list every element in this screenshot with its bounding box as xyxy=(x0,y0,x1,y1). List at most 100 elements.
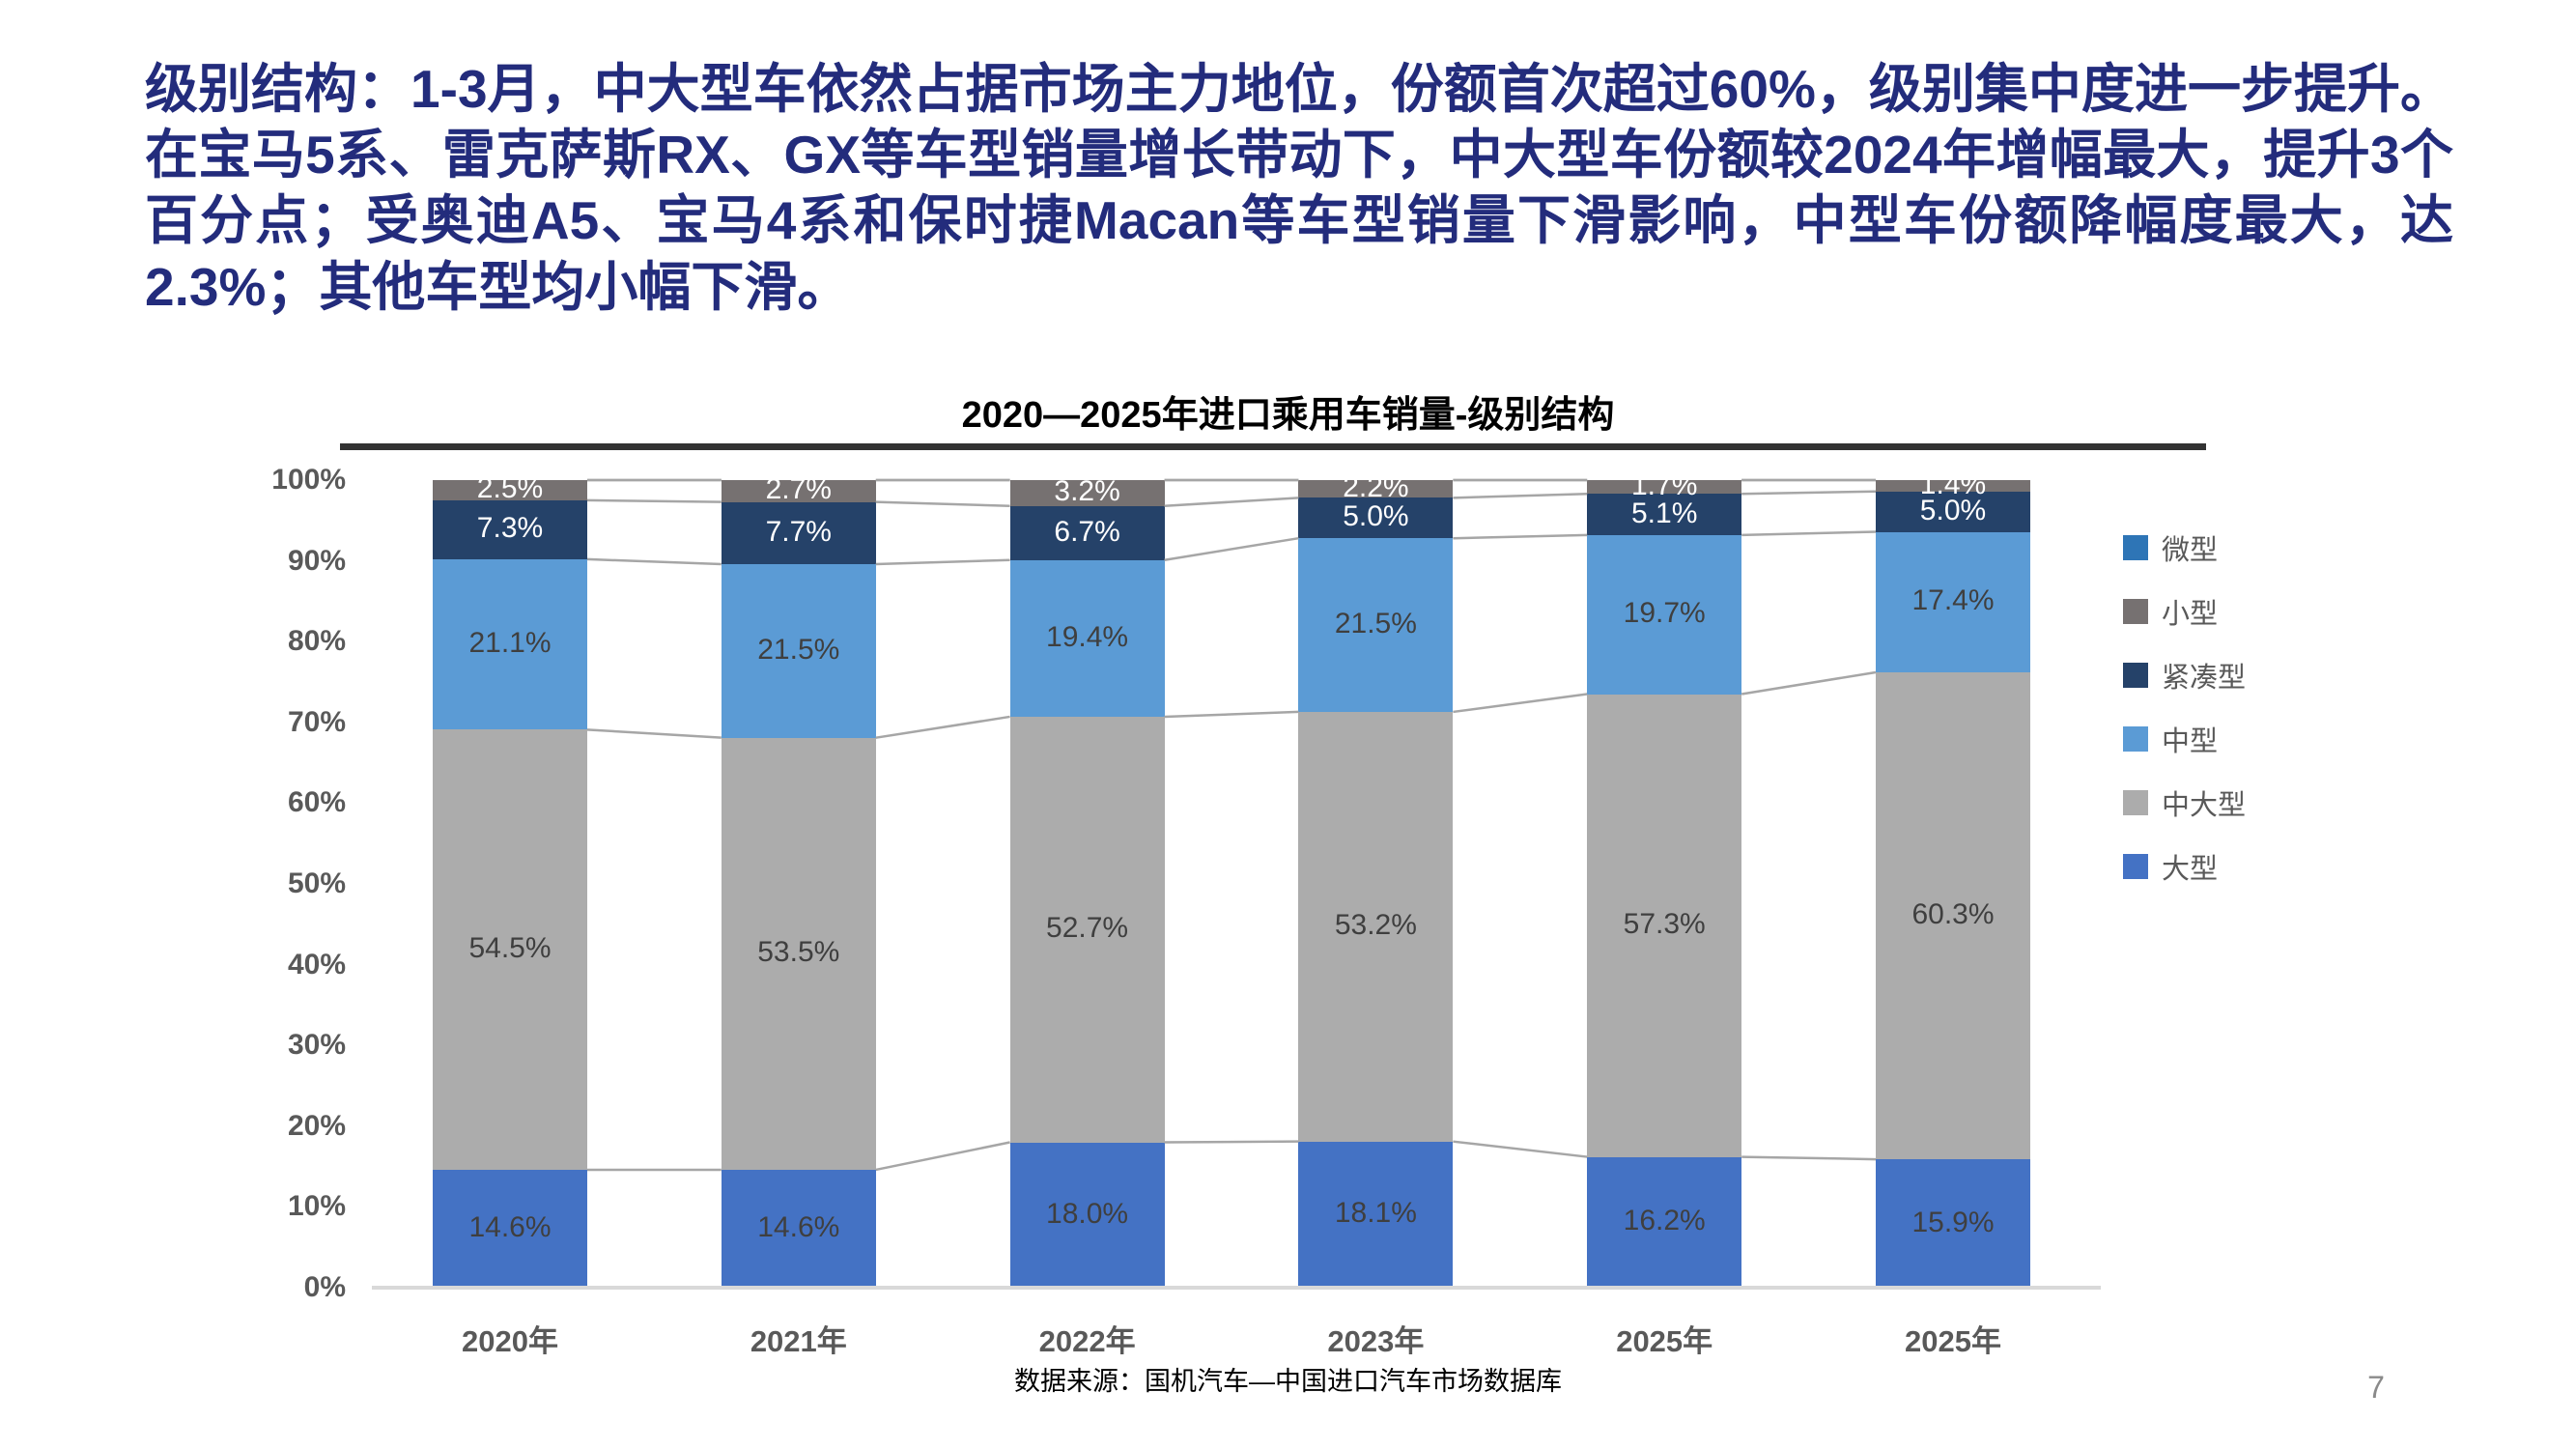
series-connector-line xyxy=(1164,710,1299,719)
segment-label: 21.5% xyxy=(757,633,840,666)
segment-label: 52.7% xyxy=(1046,912,1129,945)
bar-segment xyxy=(433,558,587,730)
segment-label: 5.0% xyxy=(1919,494,1987,526)
bar-segment xyxy=(433,499,587,559)
bar-segment xyxy=(1298,497,1454,539)
segment-label: 53.2% xyxy=(1334,909,1417,942)
bar-segment xyxy=(1876,480,2030,492)
chart-title-divider xyxy=(340,443,2206,450)
segment-label: 57.3% xyxy=(1623,908,1706,941)
segment-label: 1.7% xyxy=(1630,469,1698,502)
page-number: 7 xyxy=(2367,1370,2385,1405)
bar-segment xyxy=(433,480,587,500)
bar-segment xyxy=(1876,671,2030,1160)
series-connector-line xyxy=(1453,1140,1588,1158)
x-axis-tick: 2021年 xyxy=(750,1324,847,1358)
segment-label: 17.4% xyxy=(1911,584,1995,617)
segment-label: 21.5% xyxy=(1334,608,1417,640)
segment-label: 54.5% xyxy=(468,932,552,965)
segment-label: 2.2% xyxy=(1343,471,1409,504)
segment-label: 7.3% xyxy=(476,512,544,545)
series-connector-line xyxy=(586,728,722,739)
segment-label: 14.6% xyxy=(468,1210,552,1243)
bar-segment xyxy=(1298,538,1454,712)
series-connector-line xyxy=(586,498,722,503)
legend-label: 大型 xyxy=(2162,854,2219,885)
segment-label: 21.1% xyxy=(468,627,552,660)
legend-item: 微型 xyxy=(2123,527,2218,568)
bar-segment xyxy=(1298,711,1454,1142)
bar-segment xyxy=(721,563,876,738)
segment-label: 16.2% xyxy=(1623,1205,1706,1237)
x-axis-tick: 2020年 xyxy=(462,1324,558,1358)
y-axis-tick: 20% xyxy=(287,1109,346,1142)
legend-label: 微型 xyxy=(2162,535,2219,566)
segment-label: 15.9% xyxy=(1911,1206,1995,1238)
y-axis-tick: 50% xyxy=(287,867,346,899)
series-connector-line xyxy=(1453,492,1588,499)
legend-label: 中大型 xyxy=(2162,790,2247,821)
segment-label: 60.3% xyxy=(1911,898,1995,931)
legend-swatch xyxy=(2123,663,2148,688)
segment-label: 2.5% xyxy=(476,472,544,505)
segment-label: 5.1% xyxy=(1630,497,1698,529)
slide-heading: 级别结构：1-3月，中大型车依然占据市场主力地位，份额首次超过60%，级别集中度… xyxy=(145,59,2453,317)
bar-segment xyxy=(1587,480,1742,495)
bar-segment xyxy=(1009,559,1165,717)
segment-label: 7.7% xyxy=(765,515,832,548)
legend-item: 紧凑型 xyxy=(2123,655,2246,696)
segment-label: 18.1% xyxy=(1334,1197,1417,1230)
x-axis-tick: 2025年 xyxy=(1616,1324,1713,1358)
x-axis-tick: 2022年 xyxy=(1038,1324,1136,1358)
y-axis-tick: 0% xyxy=(303,1271,346,1303)
segment-label: 18.0% xyxy=(1046,1197,1129,1230)
bar-segment xyxy=(1009,716,1165,1143)
x-axis-tick: 2025年 xyxy=(1905,1324,2001,1358)
y-axis-tick: 90% xyxy=(287,544,346,577)
legend-swatch xyxy=(2123,535,2148,560)
legend-swatch xyxy=(2123,599,2148,624)
series-connector-line xyxy=(1741,1155,1877,1161)
y-axis-tick: 70% xyxy=(287,705,346,738)
series-connector-line xyxy=(875,1141,1010,1172)
bar-segment xyxy=(1009,1142,1165,1288)
y-axis-tick: 60% xyxy=(287,786,346,819)
bar-segment xyxy=(721,501,876,564)
y-axis-tick: 100% xyxy=(271,464,346,496)
segment-label: 14.6% xyxy=(757,1210,840,1243)
bar-segment xyxy=(1298,1141,1454,1288)
bar-segment xyxy=(1009,505,1165,560)
bar-segment xyxy=(1587,694,1742,1157)
bar-segment xyxy=(721,737,876,1170)
legend-swatch xyxy=(2123,854,2148,879)
bar-segment xyxy=(721,1169,876,1288)
bar-segment xyxy=(1876,1159,2030,1288)
data-source: 数据来源：国机汽车—中国进口汽车市场数据库 xyxy=(1014,1367,1562,1396)
segment-label: 1.4% xyxy=(1919,468,1987,500)
legend-item: 大型 xyxy=(2123,846,2218,887)
series-connector-line xyxy=(1164,536,1299,561)
series-connector-line xyxy=(1453,533,1588,540)
bar-segment xyxy=(433,729,587,1170)
legend-swatch xyxy=(2123,726,2148,752)
series-connector-line xyxy=(875,715,1010,739)
bar-segment xyxy=(1876,531,2030,672)
bar-segment xyxy=(721,480,876,502)
series-connector-line xyxy=(1164,497,1299,507)
x-axis-tick: 2023年 xyxy=(1327,1324,1425,1358)
segment-label: 53.5% xyxy=(757,936,840,969)
bar-segment xyxy=(1587,534,1742,695)
series-connector-line xyxy=(875,558,1010,566)
legend-label: 紧凑型 xyxy=(2162,663,2247,694)
segment-label: 19.7% xyxy=(1623,597,1706,630)
y-axis-tick: 40% xyxy=(287,948,346,980)
series-connector-line xyxy=(1741,490,1877,496)
legend-label: 中型 xyxy=(2162,726,2219,757)
legend-item: 中型 xyxy=(2123,719,2218,759)
series-connector-line xyxy=(875,500,1010,508)
bar-segment xyxy=(433,1169,587,1288)
legend-label: 小型 xyxy=(2162,599,2219,630)
y-axis-tick: 80% xyxy=(287,625,346,658)
series-connector-line xyxy=(1741,530,1877,537)
